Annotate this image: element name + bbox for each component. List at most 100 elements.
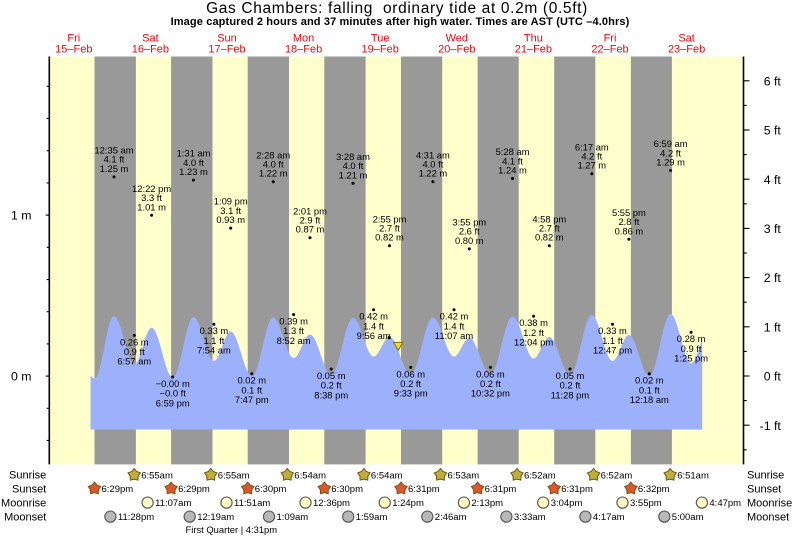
svg-text:7:54 am: 7:54 am [197,345,231,356]
svg-text:6:31pm: 6:31pm [485,484,517,495]
svg-text:Sunset: Sunset [12,483,46,495]
svg-text:15–Feb: 15–Feb [55,43,92,55]
svg-text:-1 ft: -1 ft [760,419,782,433]
svg-text:3.3 ft: 3.3 ft [141,192,162,203]
svg-text:22–Feb: 22–Feb [591,43,628,55]
svg-text:21–Feb: 21–Feb [515,43,552,55]
svg-text:8:38 pm: 8:38 pm [314,389,348,400]
svg-text:0.82 m: 0.82 m [535,232,564,243]
svg-text:6:31pm: 6:31pm [408,484,440,495]
svg-text:Moonset: Moonset [4,511,46,523]
svg-text:5:00am: 5:00am [672,512,704,523]
svg-text:16–Feb: 16–Feb [132,43,169,55]
svg-text:6:57 am: 6:57 am [117,356,151,367]
svg-text:4.0 ft: 4.0 ft [343,160,364,171]
svg-text:1.01 m: 1.01 m [137,201,166,212]
svg-text:1.4 ft: 1.4 ft [444,320,465,331]
svg-text:Fri: Fri [604,32,617,44]
svg-text:0.1 ft: 0.1 ft [639,384,660,395]
svg-text:1:09am: 1:09am [277,512,309,523]
svg-text:0.38 m: 0.38 m [519,317,548,328]
svg-text:9:56 am: 9:56 am [357,330,391,341]
svg-text:Tue: Tue [371,32,390,44]
svg-text:1.4 ft: 1.4 ft [363,320,384,331]
svg-text:0.02 m: 0.02 m [635,375,664,386]
svg-text:1.27 m: 1.27 m [577,160,606,171]
svg-text:6:59 pm: 6:59 pm [156,397,190,408]
svg-text:6:52am: 6:52am [601,470,633,481]
svg-text:0 m: 0 m [11,370,32,384]
svg-text:12:22 pm: 12:22 pm [132,183,171,194]
svg-text:5 ft: 5 ft [764,124,782,138]
svg-text:1:59am: 1:59am [356,512,388,523]
svg-text:10:32 pm: 10:32 pm [471,388,510,399]
svg-text:0 ft: 0 ft [764,370,782,384]
svg-text:2.7 ft: 2.7 ft [539,223,560,234]
svg-text:23–Feb: 23–Feb [668,43,705,55]
svg-text:12:04 pm: 12:04 pm [514,337,553,348]
svg-text:12:36pm: 12:36pm [313,498,350,509]
svg-text:2.7 ft: 2.7 ft [379,223,400,234]
svg-text:Gas Chambers: falling ordinar: Gas Chambers: falling ordinary tide at 0… [206,0,588,17]
svg-text:0.39 m: 0.39 m [279,316,308,327]
svg-text:17–Feb: 17–Feb [208,43,245,55]
svg-text:1.22 m: 1.22 m [419,168,448,179]
svg-text:9:33 pm: 9:33 pm [394,388,428,399]
svg-text:1.3 ft: 1.3 ft [283,325,304,336]
svg-text:0.06 m: 0.06 m [396,368,425,379]
svg-text:11:51am: 11:51am [234,498,270,509]
svg-text:0.42 m: 0.42 m [359,311,388,322]
svg-text:0.1 ft: 0.1 ft [241,384,262,395]
svg-text:1.29 m: 1.29 m [656,157,685,168]
svg-text:1 m: 1 m [11,209,32,223]
svg-text:−0.0 ft: −0.0 ft [160,388,187,399]
svg-text:1 ft: 1 ft [764,320,782,334]
svg-text:11:28 pm: 11:28 pm [551,389,590,400]
svg-text:0.93 m: 0.93 m [216,214,245,225]
svg-text:12:19am: 12:19am [197,512,234,523]
svg-text:0.05 m: 0.05 m [317,370,346,381]
svg-text:1:31 am: 1:31 am [177,148,211,159]
svg-text:1.1 ft: 1.1 ft [602,335,623,346]
svg-text:4:31 am: 4:31 am [416,149,450,160]
svg-text:6:52am: 6:52am [524,470,556,481]
svg-text:4.0 ft: 4.0 ft [183,157,204,168]
svg-text:0.28 m: 0.28 m [677,333,706,344]
svg-text:6:51am: 6:51am [677,470,709,481]
svg-text:0.2 ft: 0.2 ft [321,380,342,391]
svg-text:1.2 ft: 1.2 ft [523,327,544,338]
svg-text:6:53am: 6:53am [448,470,480,481]
svg-text:Sunrise: Sunrise [747,470,784,482]
svg-text:1.24 m: 1.24 m [498,165,527,176]
svg-text:1:25 pm: 1:25 pm [674,353,708,364]
svg-text:4.2 ft: 4.2 ft [660,147,681,158]
svg-text:4:58 pm: 4:58 pm [532,213,566,224]
svg-text:0.02 m: 0.02 m [237,375,266,386]
svg-text:2:55 pm: 2:55 pm [373,213,407,224]
svg-text:Sunrise: Sunrise [9,470,46,482]
svg-text:3:55 pm: 3:55 pm [452,217,486,228]
svg-text:4:47pm: 4:47pm [709,498,741,509]
svg-text:3:33am: 3:33am [514,512,546,523]
svg-text:6:55am: 6:55am [141,470,173,481]
svg-text:0.80 m: 0.80 m [455,235,484,246]
svg-text:2.9 ft: 2.9 ft [300,215,321,226]
svg-text:0.9 ft: 0.9 ft [681,343,702,354]
svg-text:Wed: Wed [446,32,468,44]
svg-text:3.1 ft: 3.1 ft [220,205,241,216]
svg-text:3 ft: 3 ft [764,222,782,236]
svg-text:Fri: Fri [67,32,80,44]
svg-text:0.87 m: 0.87 m [296,224,325,235]
svg-text:Mon: Mon [293,32,314,44]
svg-text:1.1 ft: 1.1 ft [203,335,224,346]
svg-text:6:54am: 6:54am [371,470,403,481]
svg-text:6:55am: 6:55am [218,470,250,481]
svg-text:1.21 m: 1.21 m [339,169,368,180]
svg-text:2:01 pm: 2:01 pm [293,205,327,216]
svg-text:1.25 m: 1.25 m [100,163,129,174]
svg-text:19–Feb: 19–Feb [362,43,399,55]
svg-text:0.06 m: 0.06 m [476,368,505,379]
svg-text:4.0 ft: 4.0 ft [422,159,443,170]
svg-text:6:59 am: 6:59 am [654,138,688,149]
svg-text:0.33 m: 0.33 m [598,325,627,336]
